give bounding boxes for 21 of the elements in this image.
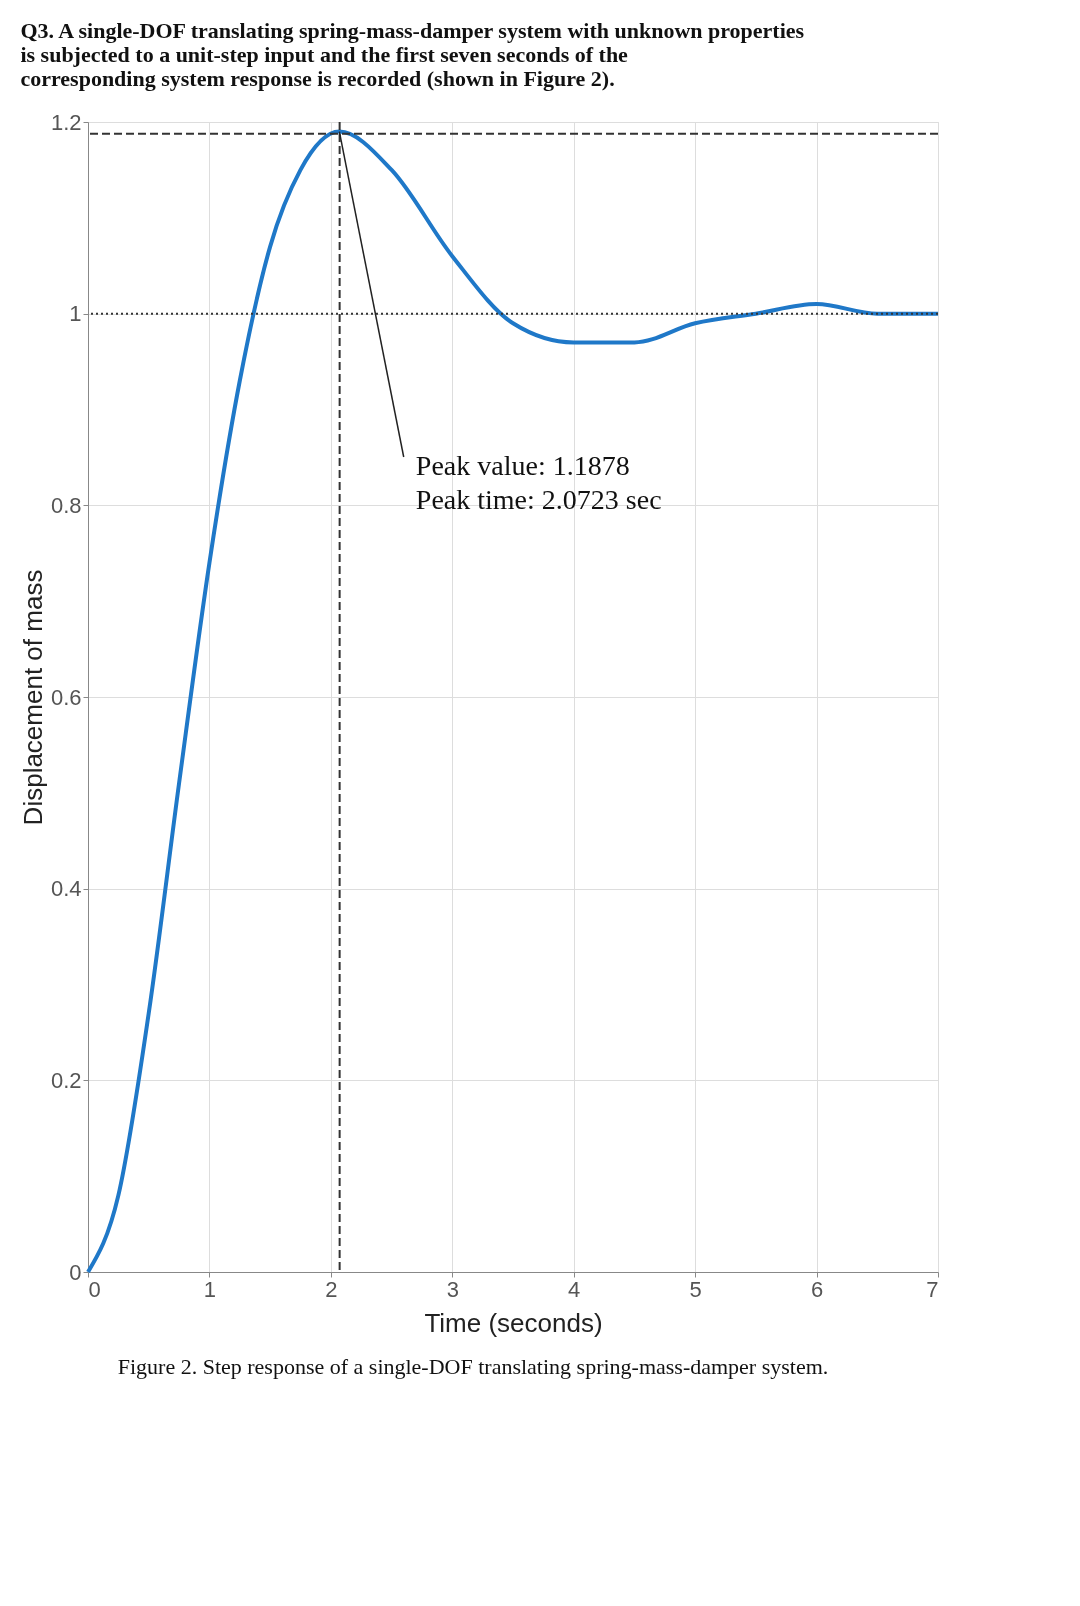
x-tick-label: 3	[446, 1276, 459, 1302]
y-axis-title: Displacement of mass	[17, 569, 48, 826]
x-tick-label: 6	[810, 1276, 824, 1302]
x-tick-label: 5	[689, 1276, 702, 1302]
annotation: Peak time: 2.0723 sec	[415, 484, 662, 515]
y-tick-label: 1	[69, 301, 82, 327]
x-tick-label: 7	[926, 1276, 939, 1302]
x-tick-label: 2	[325, 1276, 338, 1302]
chart-title: Q3. A single-DOF translating spring-mass-damper system with unknown properties is subjected to a unit-step input and the first seven seconds of the corresponding system response is recorded (shown in Figure 2).	[20, 18, 805, 91]
y-tick-label: 0.4	[50, 876, 82, 902]
y-tick-label: 0	[69, 1259, 82, 1285]
x-axis-title: Time (seconds)	[424, 1307, 603, 1338]
caption: Figure 2. Step response of a single-DOF translating spring-mass-damper system.	[117, 1354, 829, 1379]
y-tick-label: 1.2	[50, 109, 82, 135]
x-tick-label: 0	[88, 1276, 101, 1302]
annotation: Peak value: 1.1878	[415, 450, 630, 481]
y-tick-label: 0.2	[50, 1067, 82, 1093]
y-tick-label: 0.6	[50, 684, 82, 710]
x-tick-label: 4	[568, 1276, 581, 1302]
y-tick-label: 0.8	[50, 492, 82, 518]
x-tick-label: 1	[203, 1276, 217, 1302]
